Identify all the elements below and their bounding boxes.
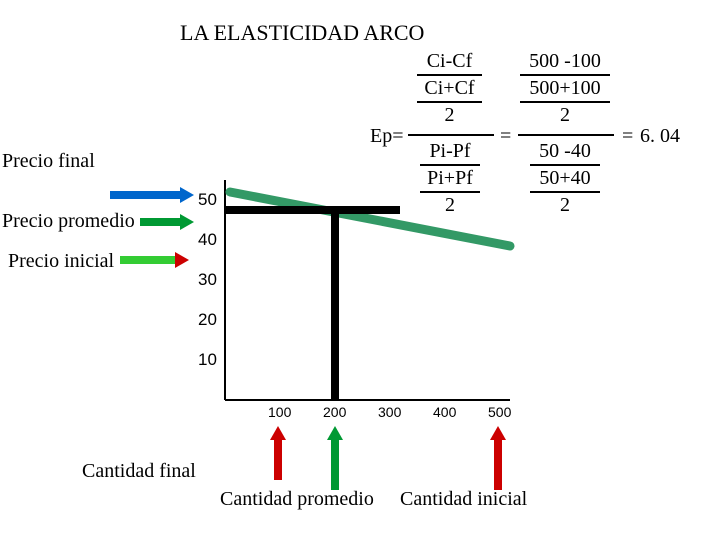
xtick-500: 500 xyxy=(488,404,511,420)
ep-equals: Ep= xyxy=(370,125,404,148)
frac-ci: Ci-Cf Ci+Cf 2 xyxy=(417,50,482,127)
n500-100: 500 -100 xyxy=(529,50,601,73)
equals-1: = xyxy=(500,125,511,148)
page-title: LA ELASTICIDAD ARCO xyxy=(180,20,424,46)
label-cantidad-promedio: Cantidad promedio xyxy=(220,488,374,511)
result: 6. 04 xyxy=(640,125,680,148)
n50-40: 50 -40 xyxy=(539,140,591,163)
frac-num-top: 500 -100 500+100 2 xyxy=(520,50,610,127)
ytick-30: 30 xyxy=(198,270,217,290)
two-num-top: 2 xyxy=(560,104,570,127)
two-num-bot: 2 xyxy=(560,194,570,217)
frac-line xyxy=(417,74,482,76)
ytick-20: 20 xyxy=(198,310,217,330)
chart-svg xyxy=(170,170,520,440)
main-frac-line-2 xyxy=(518,134,614,136)
frac-line xyxy=(520,74,610,76)
xtick-300: 300 xyxy=(378,404,401,420)
xtick-400: 400 xyxy=(433,404,456,420)
xtick-200: 200 xyxy=(323,404,346,420)
ytick-50: 50 xyxy=(198,190,217,210)
frac-line xyxy=(520,101,610,103)
label-precio-inicial: Precio inicial xyxy=(8,250,114,273)
xtick-100: 100 xyxy=(268,404,291,420)
two-top: 2 xyxy=(445,104,455,127)
label-cantidad-final: Cantidad final xyxy=(82,460,196,483)
main-frac-line xyxy=(408,134,494,136)
pi-pf: Pi-Pf xyxy=(429,140,470,163)
ytick-40: 40 xyxy=(198,230,217,250)
frac-num-bot: 50 -40 50+40 2 xyxy=(530,140,600,217)
ytick-10: 10 xyxy=(198,350,217,370)
label-cantidad-inicial: Cantidad inicial xyxy=(400,488,527,511)
frac-line xyxy=(417,101,482,103)
frac-line xyxy=(530,191,600,193)
frac-line xyxy=(420,164,480,166)
ci-plus-cf: Ci+Cf xyxy=(424,77,474,100)
equals-2: = xyxy=(622,125,633,148)
frac-line xyxy=(530,164,600,166)
n500p100: 500+100 xyxy=(529,77,600,100)
label-precio-promedio: Precio promedio xyxy=(2,210,135,233)
ci-cf: Ci-Cf xyxy=(427,50,473,73)
label-precio-final: Precio final xyxy=(2,150,95,173)
n50p40: 50+40 xyxy=(539,167,590,190)
